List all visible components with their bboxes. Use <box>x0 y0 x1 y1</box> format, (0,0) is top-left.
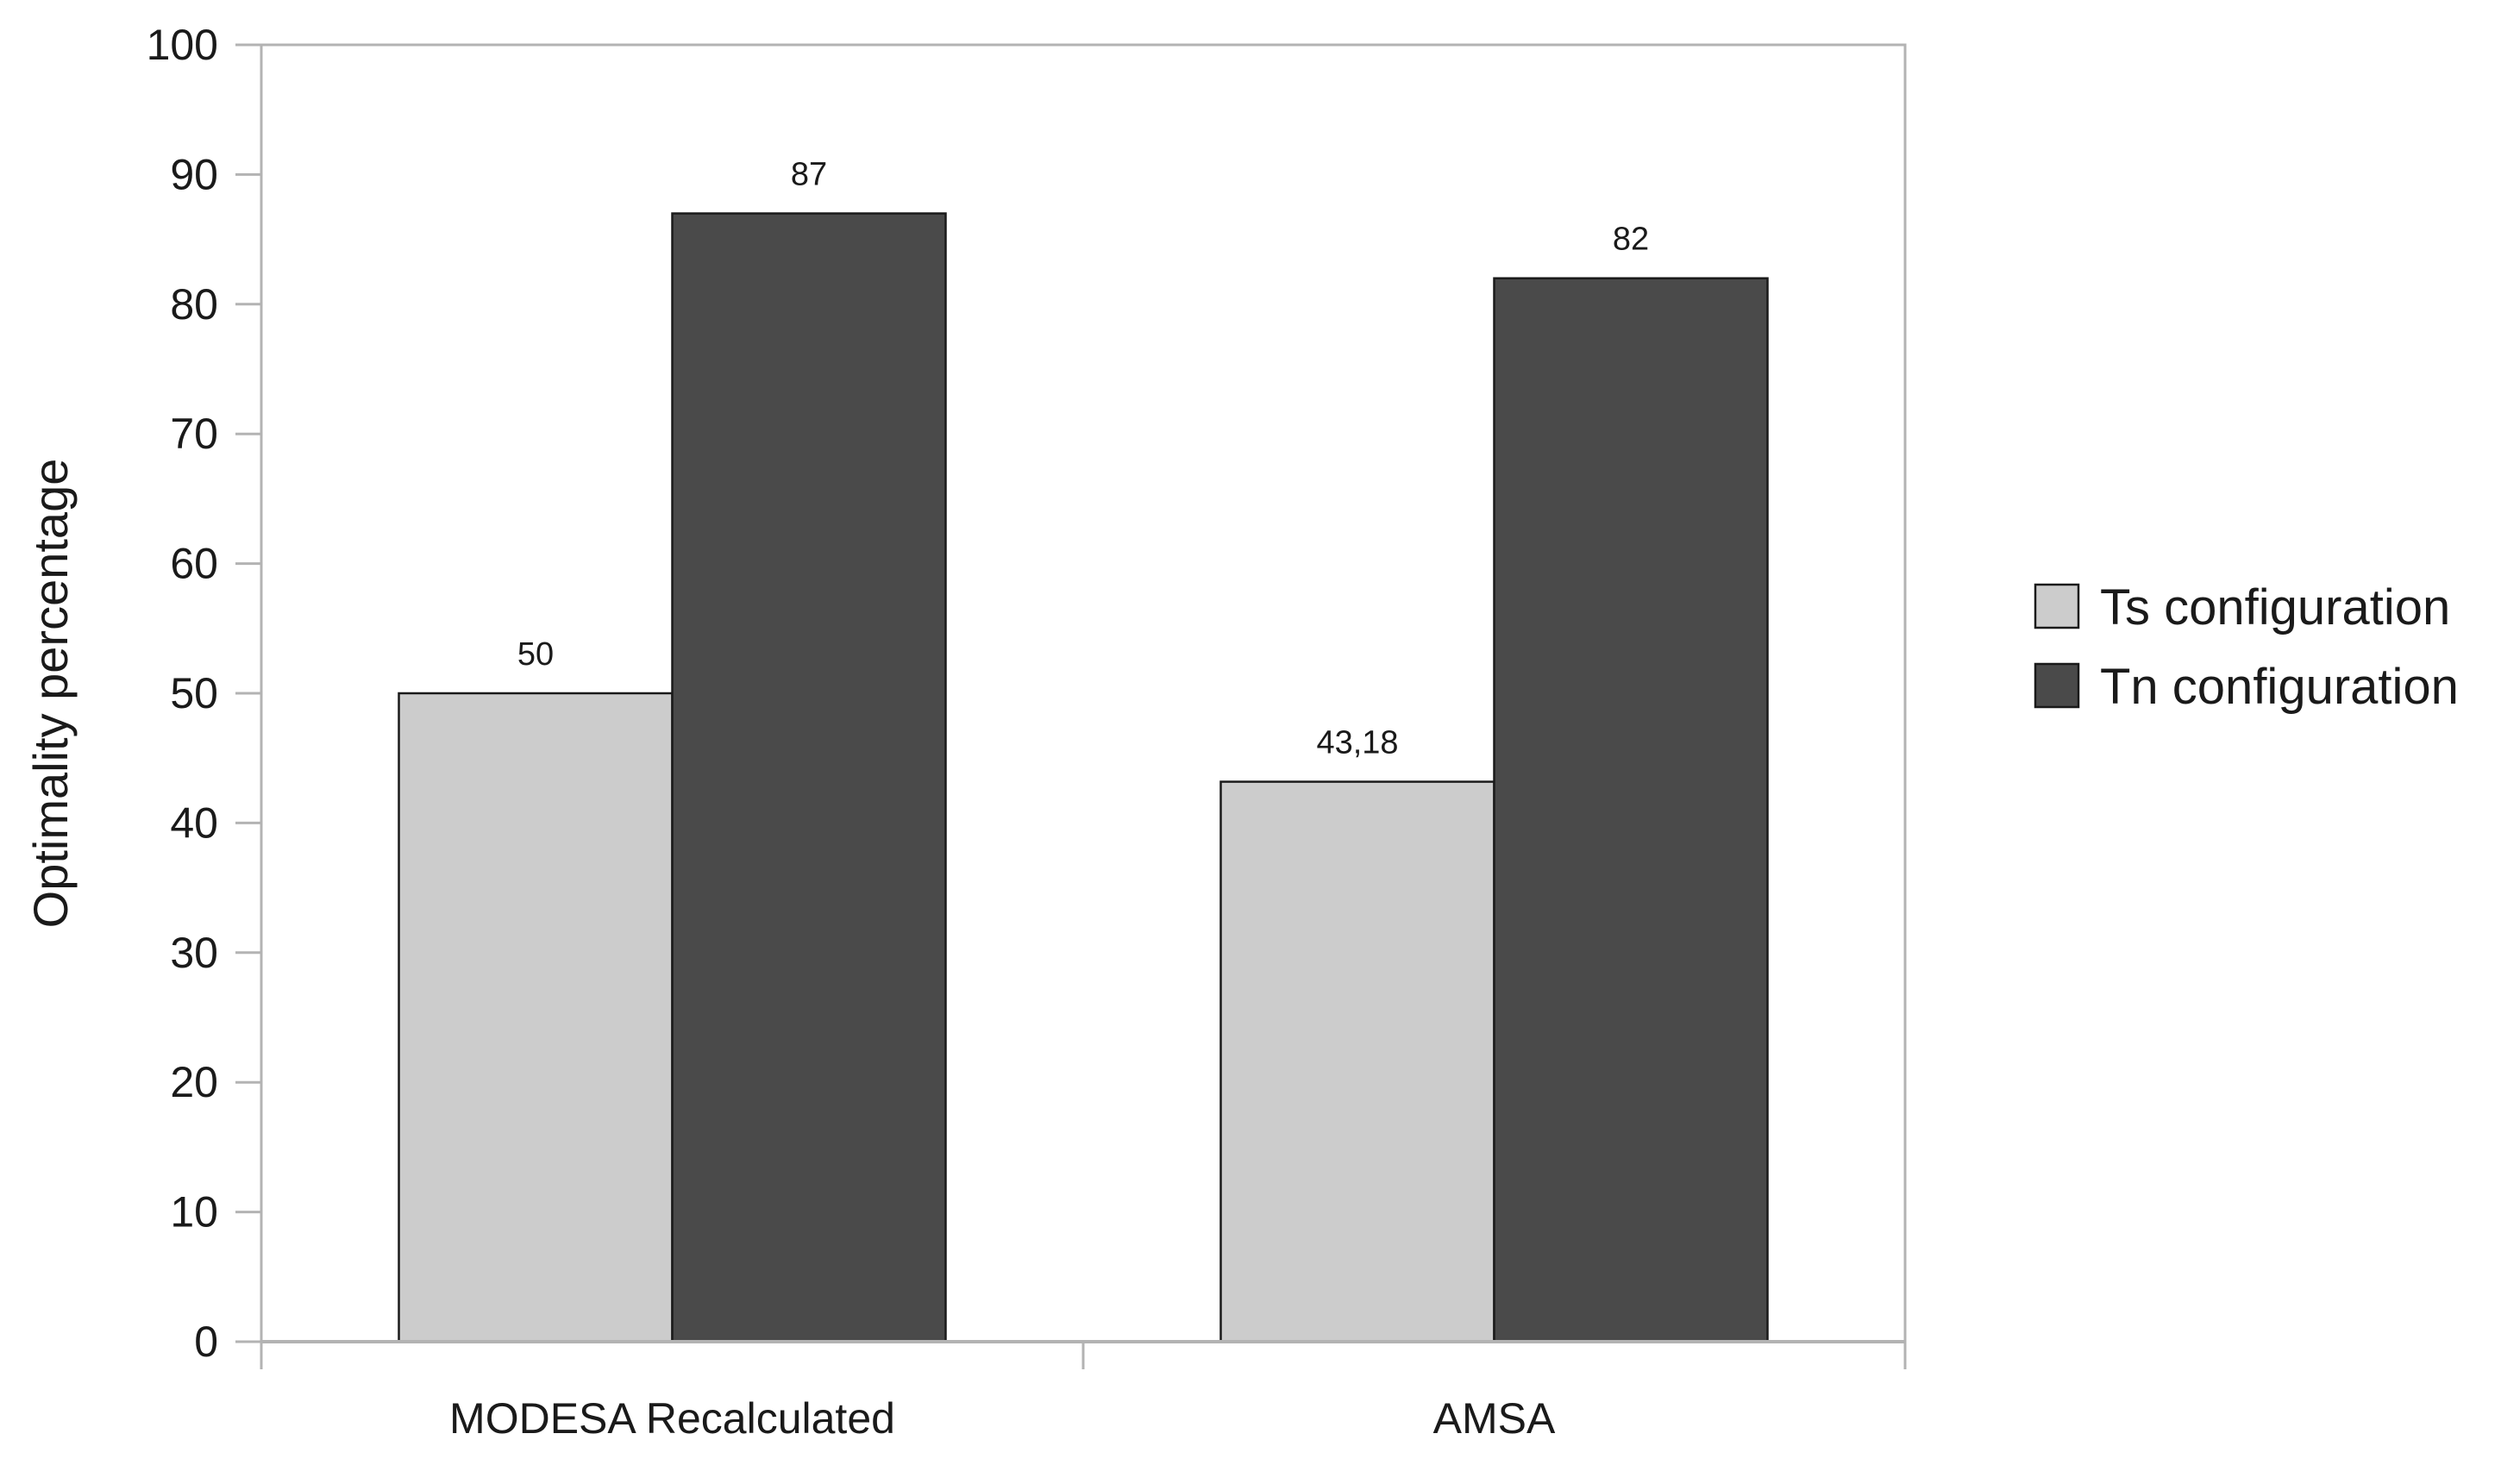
y-tick-label: 50 <box>170 669 218 717</box>
y-tick-label: 20 <box>170 1058 218 1106</box>
y-axis: 0 10 20 30 40 50 60 70 80 90 100 <box>147 21 263 1366</box>
data-label: 43,18 <box>1316 725 1398 761</box>
bar <box>1493 277 1769 1343</box>
bars <box>398 212 1769 1343</box>
bar <box>398 692 674 1343</box>
y-tick-label: 30 <box>170 929 218 977</box>
y-tick-label: 80 <box>170 280 218 329</box>
y-tick-label: 0 <box>194 1318 218 1366</box>
data-label: 87 <box>791 157 827 193</box>
y-tick-label: 100 <box>147 21 218 69</box>
bar <box>1219 780 1495 1343</box>
x-tick-label: MODESA Recalculated <box>449 1394 895 1443</box>
y-tick-label: 40 <box>170 798 218 847</box>
data-label: 82 <box>1613 222 1649 258</box>
y-tick-label: 70 <box>170 410 218 458</box>
x-tick-label: AMSA <box>1433 1394 1556 1443</box>
legend-swatch <box>2034 662 2080 709</box>
legend-label: Ts configuration <box>2100 579 2450 635</box>
legend-label: Tn configuration <box>2100 659 2459 715</box>
data-label: 50 <box>517 636 554 673</box>
y-tick-label: 60 <box>170 540 218 588</box>
y-tick-label: 90 <box>170 150 218 198</box>
legend-swatch <box>2034 583 2080 629</box>
x-axis: MODESA Recalculated AMSA <box>260 1340 1907 1443</box>
data-labels: 50 87 43,18 82 <box>517 157 1649 761</box>
y-axis-label: Optimality percentage <box>23 459 78 929</box>
legend: Ts configuration Tn configuration <box>2034 579 2459 715</box>
bar <box>671 212 947 1343</box>
y-tick-label: 10 <box>170 1188 218 1236</box>
